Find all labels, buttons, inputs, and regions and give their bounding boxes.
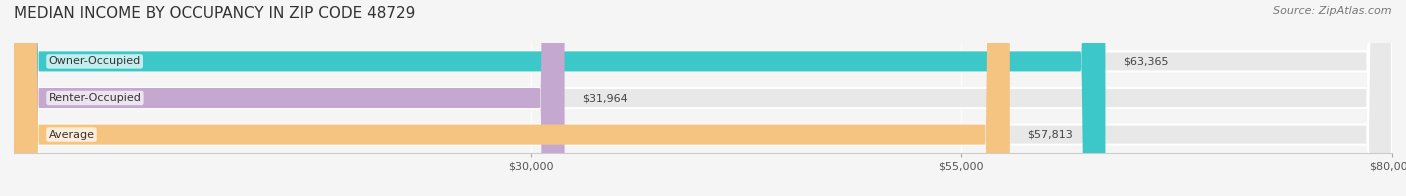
FancyBboxPatch shape — [14, 0, 1392, 196]
Text: Renter-Occupied: Renter-Occupied — [48, 93, 142, 103]
Text: $31,964: $31,964 — [582, 93, 627, 103]
Text: Average: Average — [48, 130, 94, 140]
Text: Source: ZipAtlas.com: Source: ZipAtlas.com — [1274, 6, 1392, 16]
Text: $63,365: $63,365 — [1122, 56, 1168, 66]
FancyBboxPatch shape — [14, 0, 1392, 196]
Text: MEDIAN INCOME BY OCCUPANCY IN ZIP CODE 48729: MEDIAN INCOME BY OCCUPANCY IN ZIP CODE 4… — [14, 6, 415, 21]
FancyBboxPatch shape — [14, 0, 565, 196]
FancyBboxPatch shape — [14, 0, 1105, 196]
FancyBboxPatch shape — [14, 0, 1010, 196]
Text: Owner-Occupied: Owner-Occupied — [48, 56, 141, 66]
Text: $57,813: $57,813 — [1026, 130, 1073, 140]
FancyBboxPatch shape — [14, 0, 1392, 196]
